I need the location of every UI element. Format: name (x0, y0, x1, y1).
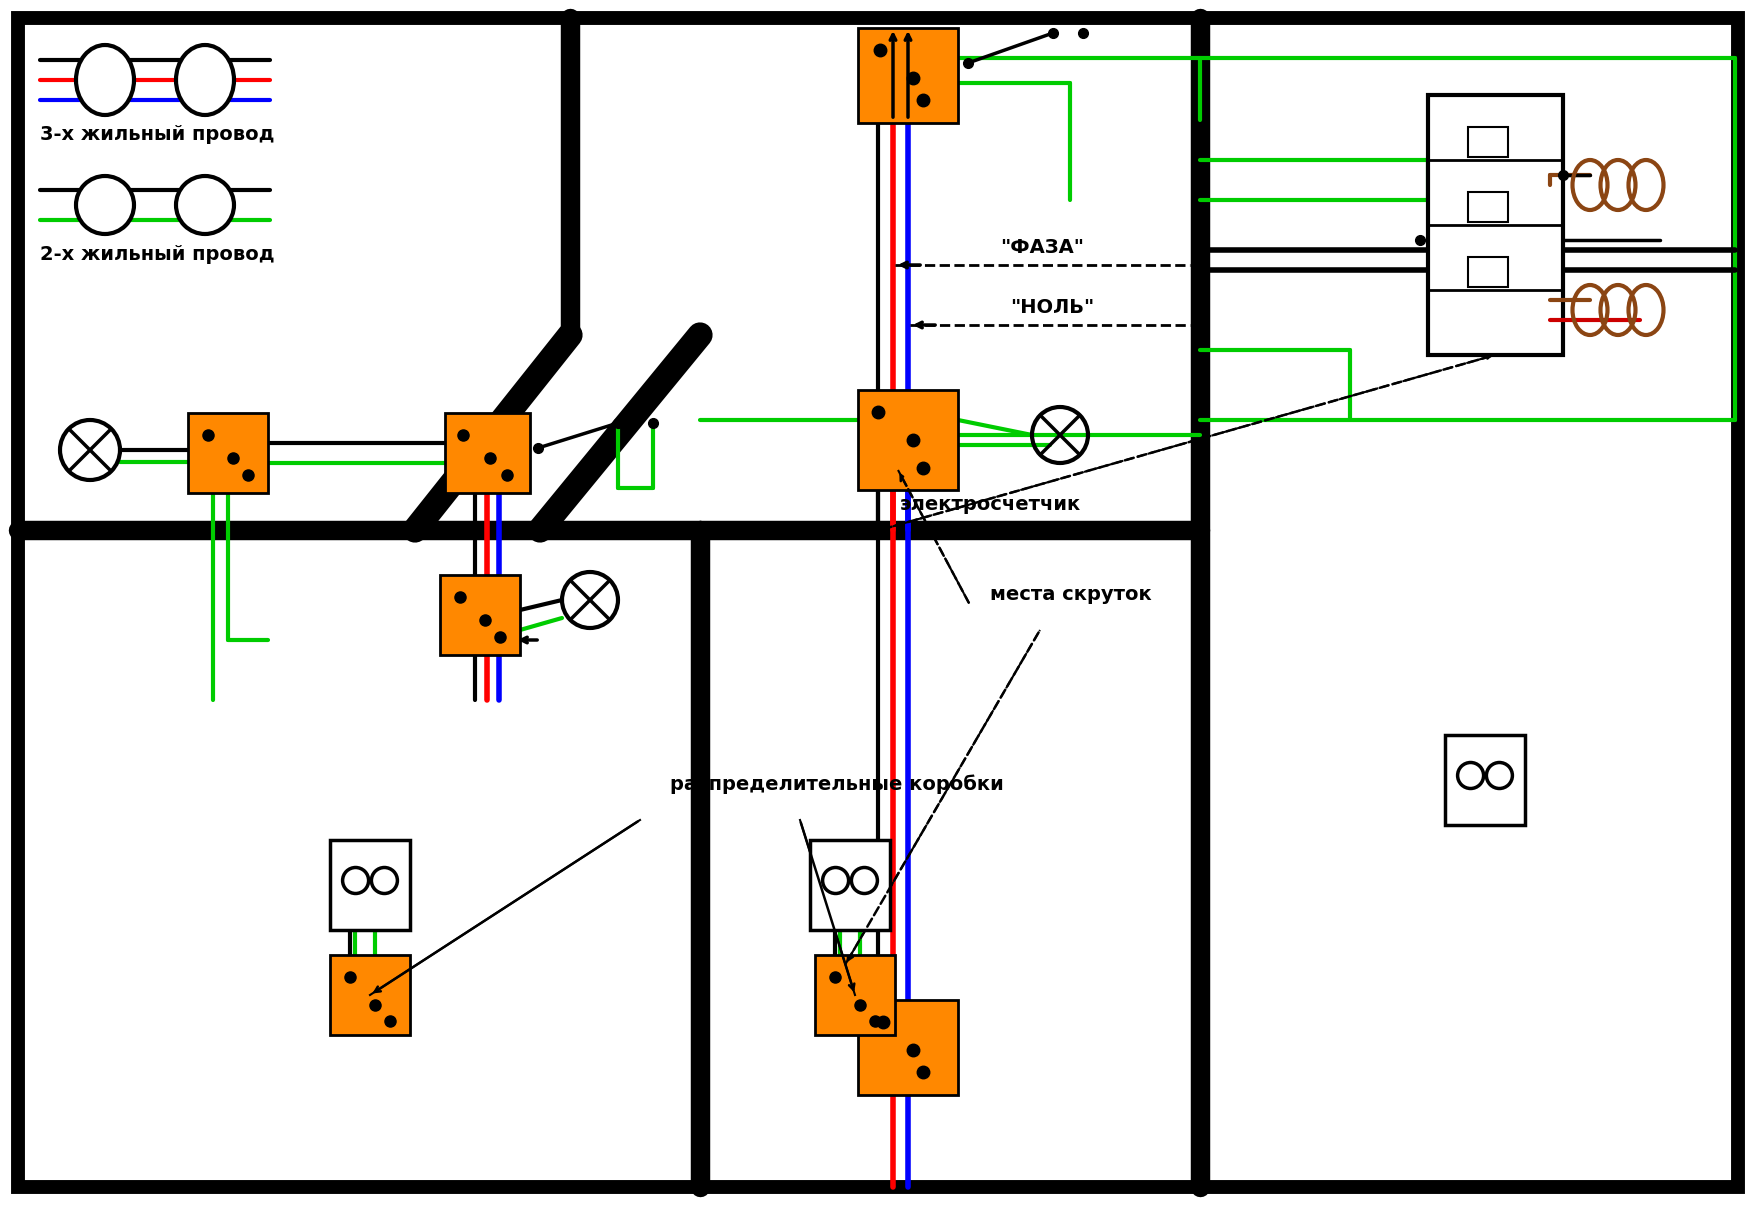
Bar (444, 413, 530, 493)
Text: 3-х жильный провод: 3-х жильный провод (40, 125, 274, 145)
Bar (1467, 127, 1508, 157)
Bar (809, 840, 890, 930)
Bar (1427, 95, 1562, 355)
Ellipse shape (75, 45, 133, 114)
Ellipse shape (176, 176, 233, 234)
Text: электросчетчик: электросчетчик (900, 495, 1081, 515)
Ellipse shape (176, 45, 233, 114)
Bar (858, 390, 958, 490)
Text: места скруток: места скруток (990, 584, 1151, 604)
Bar (1467, 192, 1508, 222)
Bar (858, 1000, 958, 1095)
Bar (814, 956, 895, 1035)
Bar (330, 956, 409, 1035)
Text: 2-х жильный провод: 2-х жильный провод (40, 245, 274, 264)
Bar (1444, 735, 1523, 825)
Text: "НОЛЬ": "НОЛЬ" (1009, 298, 1093, 317)
Text: распределительные коробки: распределительные коробки (670, 775, 1004, 794)
Bar (858, 28, 958, 123)
Bar (1467, 257, 1508, 287)
Text: "ФАЗА": "ФАЗА" (999, 239, 1083, 257)
Bar (441, 575, 519, 656)
Ellipse shape (75, 176, 133, 234)
Bar (330, 840, 409, 930)
Bar (188, 413, 269, 493)
